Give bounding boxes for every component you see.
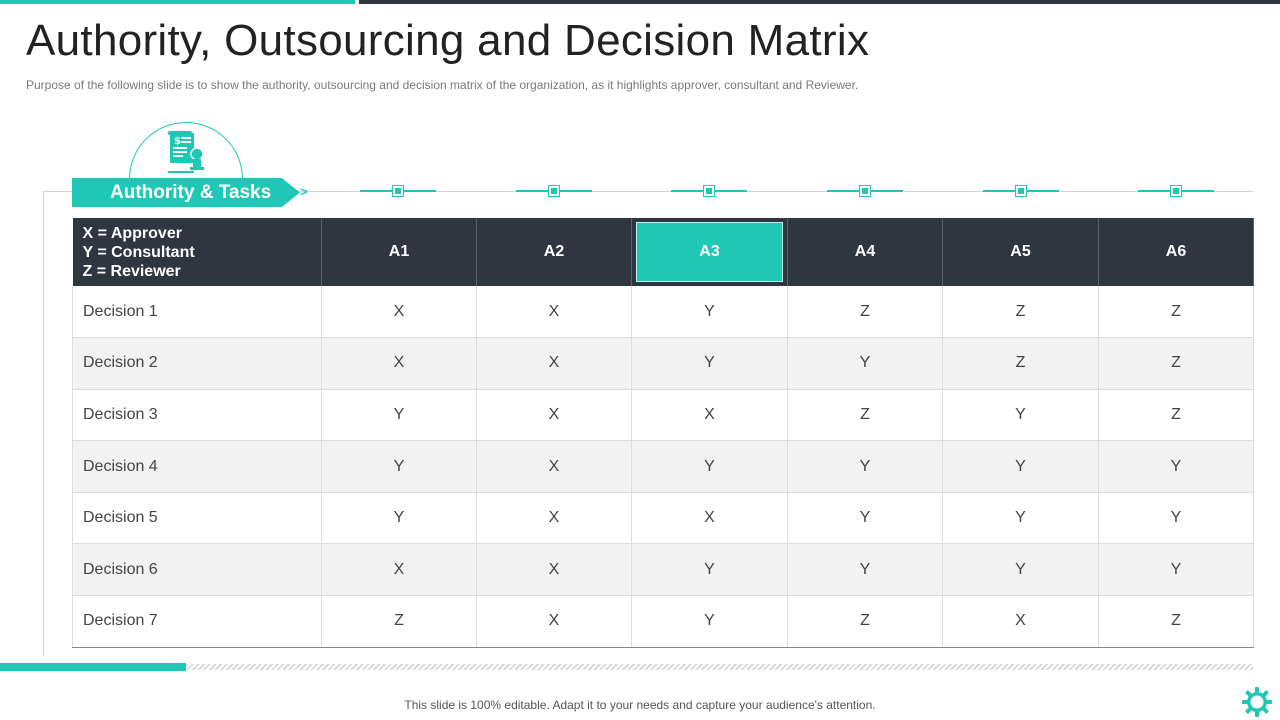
matrix-cell: Y <box>631 337 788 390</box>
bottom-hatch-bar <box>186 664 1253 670</box>
table-row: Decision 5 Y X X Y Y Y <box>72 492 1254 545</box>
matrix-cell: X <box>476 337 632 390</box>
matrix-cell: Y <box>631 543 788 597</box>
column-header-a5: A5 <box>942 218 1099 286</box>
chevron-right-icon: > <box>300 184 308 199</box>
matrix-cell: X <box>631 492 788 545</box>
connector-node <box>703 185 715 197</box>
row-label: Decision 1 <box>72 286 322 339</box>
column-header-a3-highlighted: A3 <box>631 218 788 286</box>
matrix-cell: X <box>476 389 632 442</box>
matrix-cell: Z <box>787 595 943 648</box>
authority-tasks-label: Authority & Tasks <box>110 181 272 203</box>
gear-icon <box>1242 687 1272 717</box>
table-row: Decision 6 X X Y Y Y Y <box>72 543 1254 597</box>
table-row: Decision 1 X X Y Z Z Z <box>72 286 1254 339</box>
document-hand-icon: $ <box>168 131 204 173</box>
frame-line-left <box>43 191 44 656</box>
matrix-cell: Y <box>1098 440 1254 493</box>
column-header-a6: A6 <box>1098 218 1254 286</box>
matrix-cell: Y <box>1098 492 1254 545</box>
table-row: Decision 7 Z X Y Z X Z <box>72 595 1254 648</box>
matrix-cell: X <box>631 389 788 442</box>
matrix-cell: Y <box>942 543 1099 597</box>
row-label: Decision 3 <box>72 389 322 442</box>
column-header-a4: A4 <box>787 218 943 286</box>
connector-node <box>1015 185 1027 197</box>
connector-node <box>1170 185 1182 197</box>
column-header-a1: A1 <box>321 218 477 286</box>
matrix-cell: Y <box>787 440 943 493</box>
matrix-cell: Y <box>321 440 477 493</box>
matrix-cell: Z <box>1098 389 1254 442</box>
matrix-cell: X <box>942 595 1099 648</box>
matrix-cell: X <box>321 337 477 390</box>
table-row: Decision 2 X X Y Y Z Z <box>72 337 1254 390</box>
matrix-cell: Z <box>942 337 1099 390</box>
matrix-cell: X <box>476 492 632 545</box>
legend-consultant: Y = Consultant <box>82 243 195 261</box>
matrix-cell: Y <box>631 440 788 493</box>
matrix-cell: X <box>321 286 477 339</box>
bottom-accent-bar <box>0 663 186 671</box>
table-header-row: X = Approver Y = Consultant Z = Reviewer… <box>72 218 1254 286</box>
footer-note: This slide is 100% editable. Adapt it to… <box>404 698 876 712</box>
column-header-a2: A2 <box>476 218 632 286</box>
top-accent-bar <box>0 0 355 4</box>
matrix-cell: Y <box>942 440 1099 493</box>
row-label: Decision 6 <box>72 543 322 597</box>
row-label: Decision 2 <box>72 337 322 390</box>
matrix-cell: Z <box>787 389 943 442</box>
matrix-cell: Y <box>787 337 943 390</box>
matrix-cell: Z <box>1098 337 1254 390</box>
page-subtitle: Purpose of the following slide is to sho… <box>26 78 859 92</box>
matrix-cell: X <box>476 440 632 493</box>
connector-node <box>392 185 404 197</box>
matrix-cell: Y <box>942 389 1099 442</box>
matrix-cell: Z <box>1098 595 1254 648</box>
authority-tasks-banner: Authority & Tasks <box>72 178 300 207</box>
legend-approver: X = Approver <box>82 224 182 242</box>
connector-node <box>548 185 560 197</box>
decision-matrix-table: X = Approver Y = Consultant Z = Reviewer… <box>72 218 1254 648</box>
connector-node <box>859 185 871 197</box>
top-dark-bar <box>359 0 1280 4</box>
table-row: Decision 4 Y X Y Y Y Y <box>72 440 1254 493</box>
frame-line-top <box>43 191 1253 192</box>
matrix-cell: Z <box>942 286 1099 339</box>
matrix-cell: Y <box>787 543 943 597</box>
matrix-cell: Y <box>631 595 788 648</box>
legend-cell: X = Approver Y = Consultant Z = Reviewer <box>72 218 322 286</box>
matrix-cell: X <box>476 595 632 648</box>
matrix-cell: Y <box>321 492 477 545</box>
page-title: Authority, Outsourcing and Decision Matr… <box>26 16 870 65</box>
matrix-cell: X <box>476 286 632 339</box>
matrix-cell: Z <box>787 286 943 339</box>
table-row: Decision 3 Y X X Z Y Z <box>72 389 1254 442</box>
matrix-cell: X <box>476 543 632 597</box>
matrix-cell: X <box>321 543 477 597</box>
row-label: Decision 4 <box>72 440 322 493</box>
matrix-cell: Y <box>631 286 788 339</box>
svg-text:$: $ <box>174 136 181 147</box>
matrix-cell: Y <box>942 492 1099 545</box>
row-label: Decision 7 <box>72 595 322 648</box>
matrix-cell: Y <box>787 492 943 545</box>
matrix-cell: Y <box>1098 543 1254 597</box>
matrix-cell: Z <box>321 595 477 648</box>
matrix-cell: Y <box>321 389 477 442</box>
row-label: Decision 5 <box>72 492 322 545</box>
legend-reviewer: Z = Reviewer <box>82 262 181 280</box>
column-header-a3: A3 <box>636 222 783 282</box>
matrix-cell: Z <box>1098 286 1254 339</box>
